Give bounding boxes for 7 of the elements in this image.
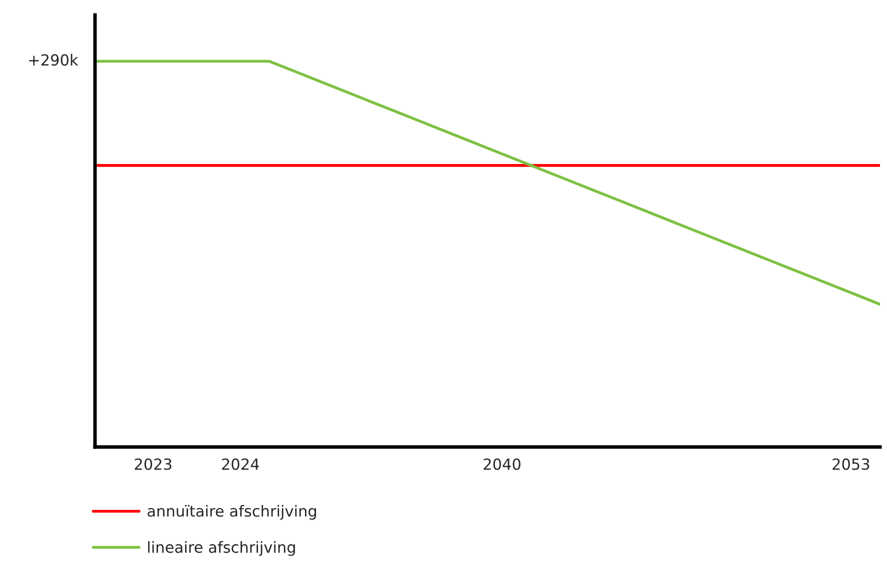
- legend-label: annuïtaire afschrijving: [148, 504, 316, 520]
- x-tick-label: 2040: [484, 458, 520, 470]
- text: +290k: [29, 54, 78, 66]
- x-tick-label: 2024: [222, 458, 259, 470]
- x-tick-label: 2053: [832, 458, 870, 470]
- legend-label: lineaire afschrijving: [148, 541, 295, 556]
- x-tick-label: 2023: [134, 458, 172, 470]
